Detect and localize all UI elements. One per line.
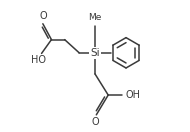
Text: HO: HO	[31, 55, 46, 65]
Text: OH: OH	[125, 90, 140, 100]
Text: O: O	[39, 11, 47, 21]
Text: Me: Me	[88, 13, 102, 22]
Text: Si: Si	[90, 48, 100, 58]
Text: O: O	[91, 117, 99, 128]
